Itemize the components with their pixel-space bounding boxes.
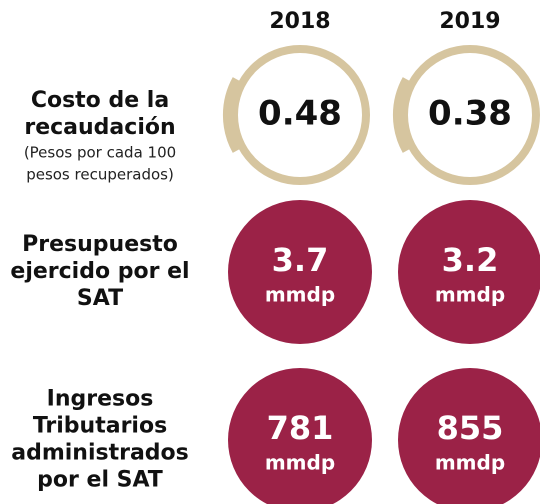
row-label: Ingresos — [47, 387, 154, 412]
value: 0.38 — [428, 94, 512, 134]
value: 855 — [437, 409, 504, 447]
badge — [228, 200, 372, 344]
value: 0.48 — [258, 94, 342, 134]
row-sublabel: pesos recuperados) — [26, 166, 174, 184]
row-label: Presupuesto — [22, 232, 178, 257]
value: 3.7 — [272, 241, 329, 279]
year-label: 2018 — [269, 9, 330, 34]
year-label: 2019 — [439, 9, 500, 34]
row-label: Tributarios — [33, 414, 167, 439]
badge — [398, 200, 540, 344]
ring-accent — [392, 77, 414, 153]
row-label: administrados — [11, 441, 189, 466]
value: 781 — [267, 409, 334, 447]
unit: mmdp — [265, 283, 335, 307]
unit: mmdp — [435, 451, 505, 475]
value: 3.2 — [442, 241, 499, 279]
row-sublabel: (Pesos por cada 100 — [24, 144, 176, 162]
unit: mmdp — [435, 283, 505, 307]
row-label: SAT — [77, 286, 123, 311]
badge — [398, 368, 540, 504]
row-label: ejercido por el — [10, 259, 189, 284]
ring-accent — [222, 77, 244, 153]
row-label: recaudación — [24, 115, 175, 140]
row-label: por el SAT — [37, 468, 163, 493]
badge — [228, 368, 372, 504]
row-label: Costo de la — [31, 88, 169, 113]
unit: mmdp — [265, 451, 335, 475]
